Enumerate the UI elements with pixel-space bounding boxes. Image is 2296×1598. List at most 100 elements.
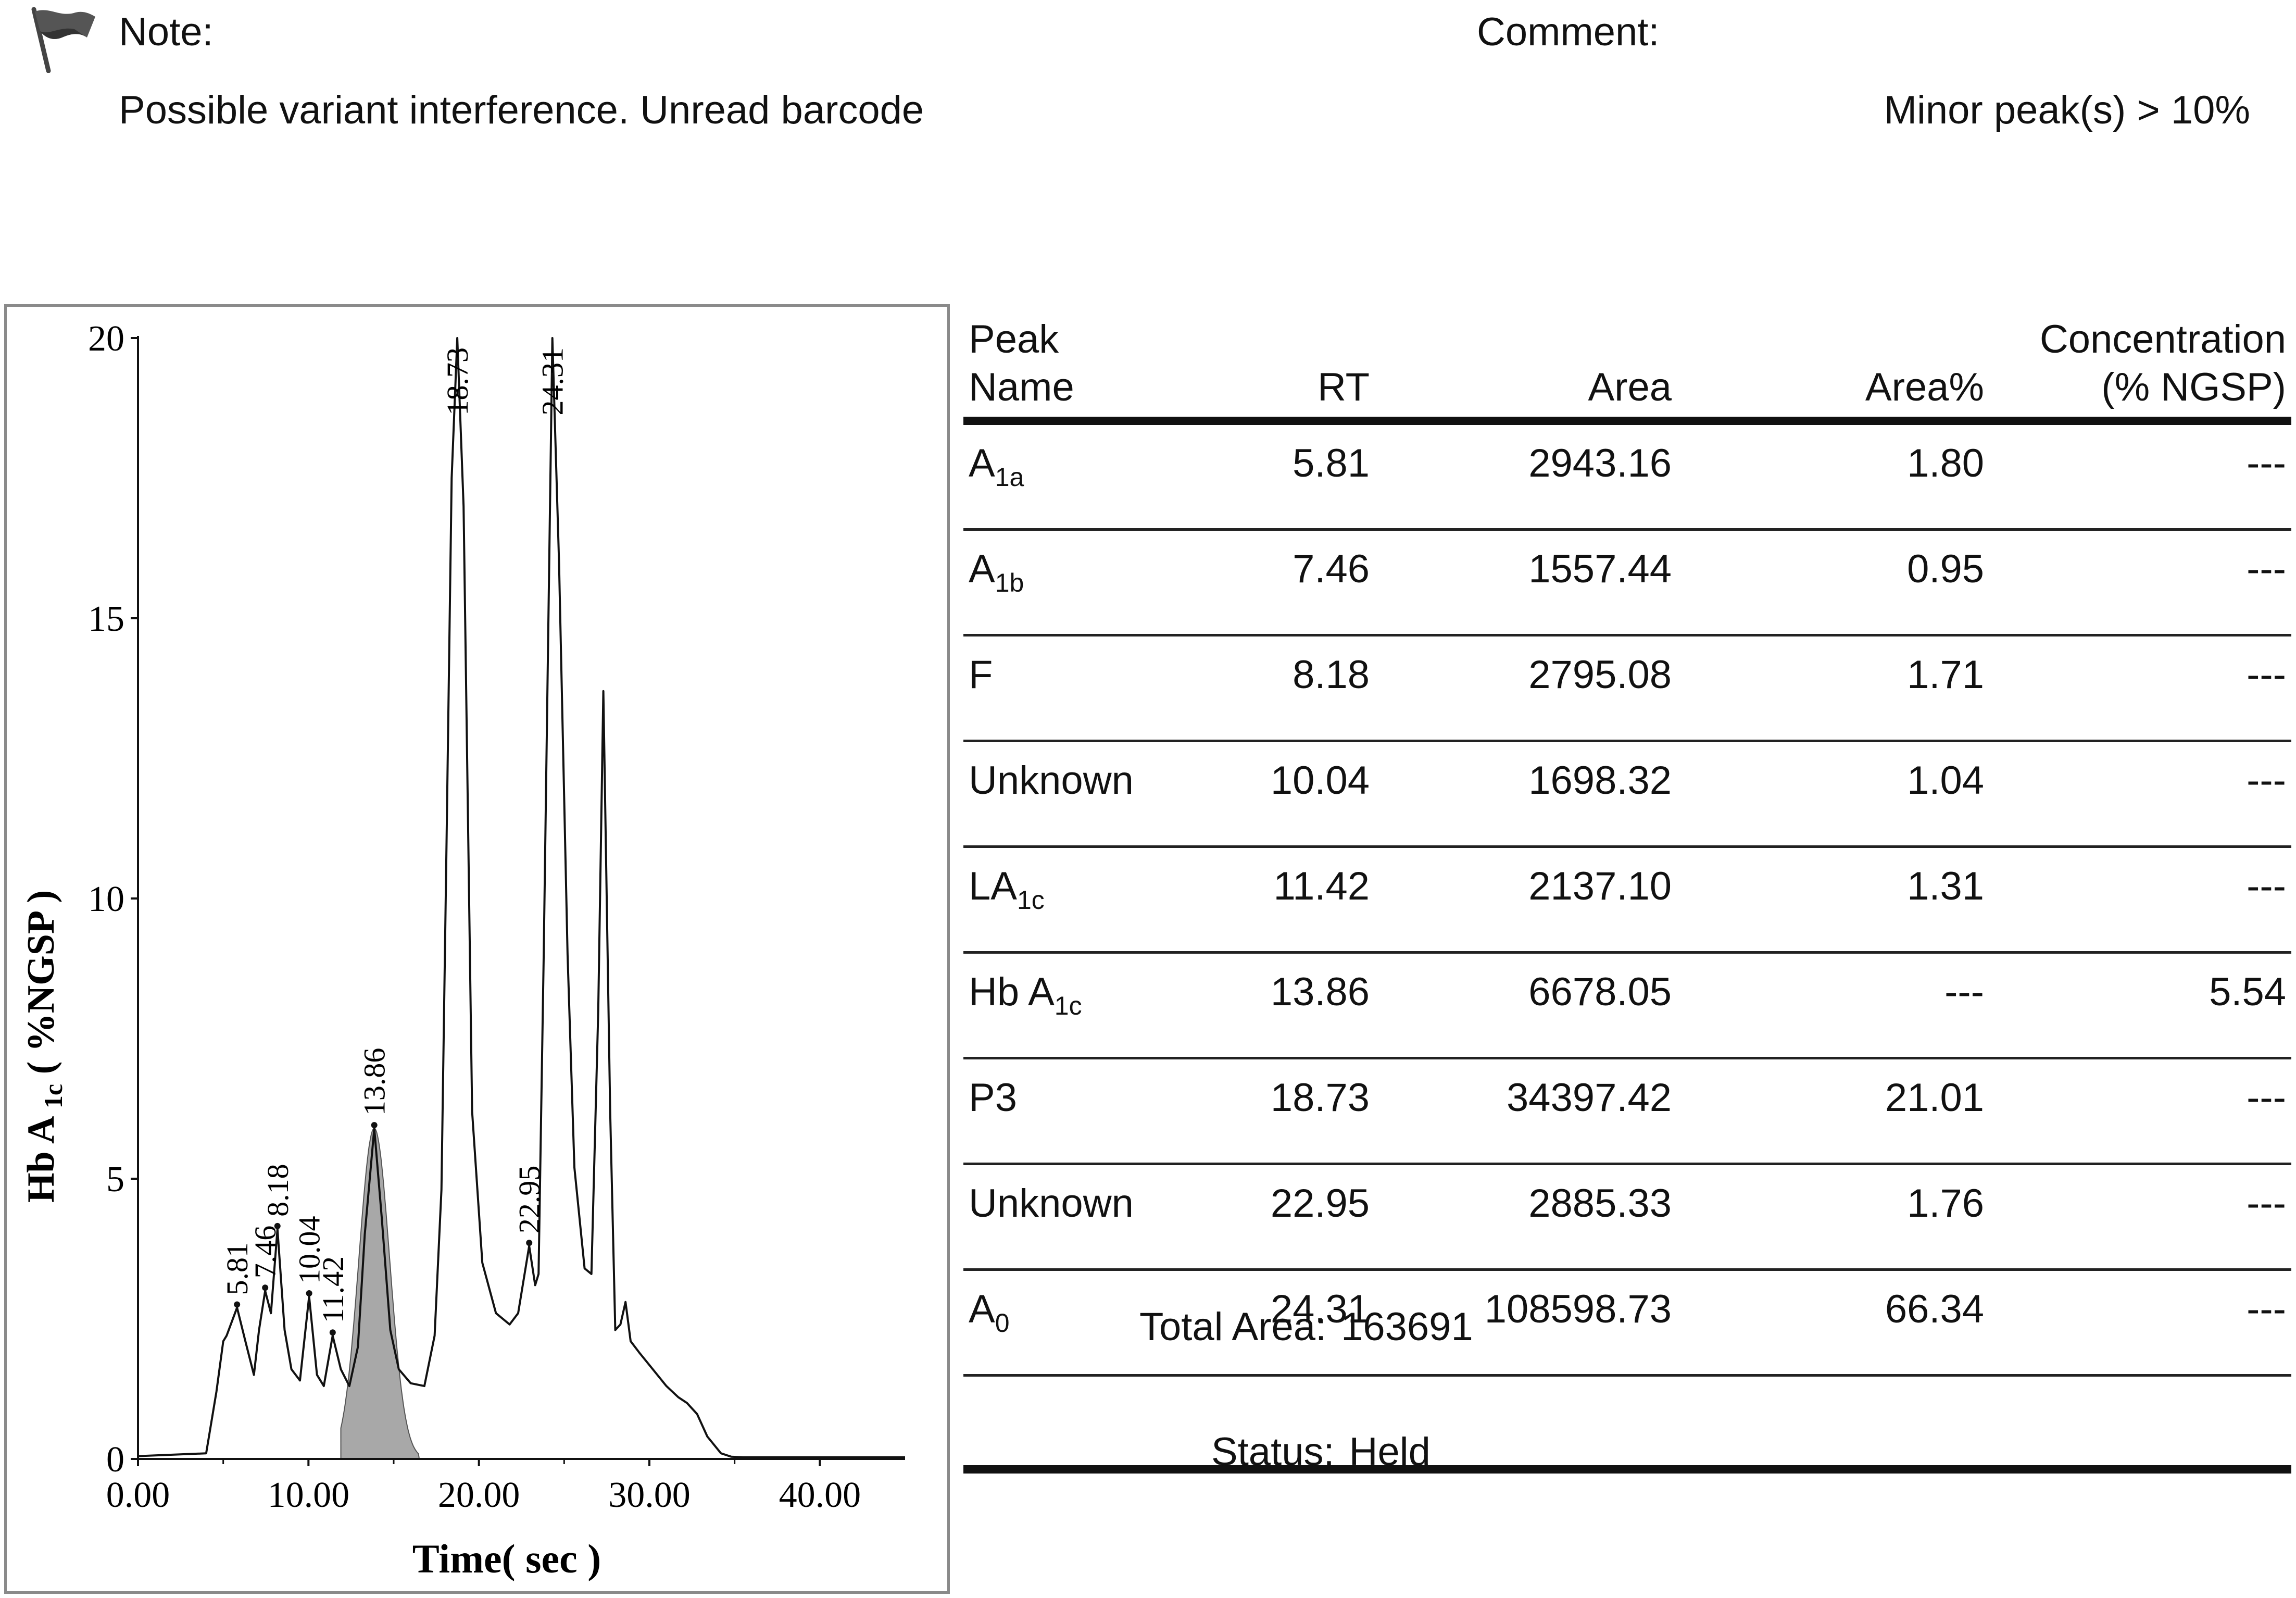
cell-peak-name: LA1c	[963, 846, 1198, 954]
cell-concentration: ---	[1989, 635, 2291, 742]
y-tick-label: 15	[88, 599, 124, 639]
peak-label: 5.81	[220, 1242, 254, 1295]
peak-label: 8.18	[261, 1164, 295, 1217]
peak-marker	[262, 1284, 269, 1291]
cell-concentration: ---	[1989, 1269, 2291, 1377]
cell-area-pct: 1.71	[1677, 635, 1989, 742]
note-label: Note:	[119, 10, 214, 54]
cell-area: 34397.42	[1375, 1058, 1677, 1165]
peak-marker	[526, 1240, 533, 1246]
peak-marker	[329, 1329, 336, 1336]
cell-area-pct: 1.80	[1677, 421, 1989, 531]
table-row: Unknown 10.04 1698.32 1.04 ---	[963, 741, 2291, 848]
cell-concentration: ---	[1989, 741, 2291, 848]
peak-name-subscript: 1c	[1017, 885, 1045, 915]
y-axis-title: Hb A 1c ( %NGSP )	[20, 890, 68, 1203]
status: Status: Held	[1211, 1429, 1431, 1475]
col-header-concentration: Concentration (% NGSP)	[2039, 317, 2286, 409]
peak-label: 22.95	[512, 1166, 546, 1234]
peak-label: 7.46	[248, 1226, 282, 1279]
y-tick-label: 10	[88, 879, 124, 919]
cell-peak-name: A1b	[963, 529, 1198, 636]
note-text: Possible variant interference. Unread ba…	[119, 88, 924, 132]
cell-area-pct: 1.76	[1677, 1164, 1989, 1271]
table-row: A0 24.31 108598.73 66.34 ---	[963, 1269, 2291, 1377]
cell-area: 1698.32	[1375, 741, 1677, 848]
cell-peak-name: Unknown	[963, 1164, 1198, 1271]
table-row: LA1c 11.42 2137.10 1.31 ---	[963, 846, 2291, 954]
cell-area: 2137.10	[1375, 846, 1677, 954]
cell-concentration: ---	[1989, 421, 2291, 531]
cell-concentration: ---	[1989, 1058, 2291, 1165]
x-tick-label: 30.00	[608, 1475, 691, 1515]
cell-area-pct: 66.34	[1677, 1269, 1989, 1377]
peak-marker	[306, 1290, 312, 1296]
cell-rt: 13.86	[1198, 952, 1375, 1059]
cell-area-pct: 1.04	[1677, 741, 1989, 848]
x-tick-label: 20.00	[438, 1475, 520, 1515]
cell-rt: 7.46	[1198, 529, 1375, 636]
peak-table: Peak Name RT Area Area% Concentration (% N…	[963, 313, 2291, 1474]
cell-peak-name: A0	[963, 1269, 1198, 1377]
cell-rt: 11.42	[1198, 846, 1375, 954]
peak-name-subscript: 1b	[995, 568, 1024, 597]
cell-rt: 24.31	[1198, 1269, 1375, 1377]
comment-text: Minor peak(s) > 10%	[1884, 88, 2250, 132]
table-row: P3 18.73 34397.42 21.01 ---	[963, 1058, 2291, 1165]
cell-area-pct: ---	[1677, 952, 1989, 1059]
peak-marker	[274, 1222, 281, 1229]
cell-rt: 22.95	[1198, 1164, 1375, 1271]
shaded-hba1c-peak	[340, 1128, 420, 1459]
cell-peak-name: A1a	[963, 421, 1198, 531]
cell-concentration: ---	[1989, 846, 2291, 954]
cell-rt: 18.73	[1198, 1058, 1375, 1165]
comment-label: Comment:	[1477, 10, 1660, 54]
peak-table-panel: Peak Name RT Area Area% Concentration (% N…	[963, 313, 2294, 1474]
x-axis-title: Time( sec )	[412, 1536, 601, 1581]
peak-label: 10.04	[293, 1216, 327, 1284]
table-row: F 8.18 2795.08 1.71 ---	[963, 635, 2291, 742]
cell-area: 6678.05	[1375, 952, 1677, 1059]
x-tick-label: 40.00	[779, 1475, 861, 1515]
y-tick-label: 0	[106, 1440, 124, 1480]
peak-name-subscript: 1a	[995, 463, 1024, 492]
cell-rt: 10.04	[1198, 741, 1375, 848]
cell-area: 108598.73	[1375, 1269, 1677, 1377]
cell-area-pct: 0.95	[1677, 529, 1989, 636]
status-value: Held	[1349, 1430, 1431, 1474]
flag-icon	[31, 7, 95, 73]
table-row: A1a 5.81 2943.16 1.80 ---	[963, 421, 2291, 531]
chromatogram-panel: 5.81 7.46 8.18 10.04 11.42 13.86 22.95 18.73 24.…	[4, 304, 950, 1594]
col-header-area: Area	[1588, 365, 1672, 409]
cell-area: 2885.33	[1375, 1164, 1677, 1271]
peak-label: 18.73	[441, 347, 474, 416]
table-row: Unknown 22.95 2885.33 1.76 ---	[963, 1164, 2291, 1271]
chromatogram-trace	[137, 337, 905, 1458]
peak-label: 11.42	[316, 1256, 350, 1323]
col-header-peak-name: Peak Name	[969, 317, 1074, 409]
cell-peak-name: Unknown	[963, 741, 1198, 848]
total-area: Total Area: 163691	[1139, 1304, 1473, 1350]
cell-area: 1557.44	[1375, 529, 1677, 636]
peak-marker	[234, 1301, 241, 1308]
table-header-row: Peak Name RT Area Area% Concentration (% N…	[963, 313, 2291, 421]
col-header-rt: RT	[1318, 365, 1370, 409]
total-area-label: Total Area:	[1139, 1305, 1327, 1349]
cell-rt: 5.81	[1198, 421, 1375, 531]
y-tick-label: 20	[88, 319, 124, 359]
cell-peak-name: P3	[963, 1058, 1198, 1165]
cell-concentration: ---	[1989, 529, 2291, 636]
peak-label: 13.86	[358, 1048, 392, 1116]
cell-area-pct: 21.01	[1677, 1058, 1989, 1165]
table-blank-row	[963, 1375, 2291, 1474]
cell-rt: 8.18	[1198, 635, 1375, 742]
peak-label: 24.31	[536, 347, 570, 416]
x-tick-label: 0.00	[106, 1475, 170, 1515]
col-header-area-pct: Area%	[1865, 365, 1984, 409]
cell-area: 2795.08	[1375, 635, 1677, 742]
y-tick-label: 5	[106, 1159, 124, 1200]
table-row: Hb A1c 13.86 6678.05 --- 5.54	[963, 952, 2291, 1059]
cell-area-pct: 1.31	[1677, 846, 1989, 954]
peak-name-subscript: 0	[995, 1308, 1010, 1338]
